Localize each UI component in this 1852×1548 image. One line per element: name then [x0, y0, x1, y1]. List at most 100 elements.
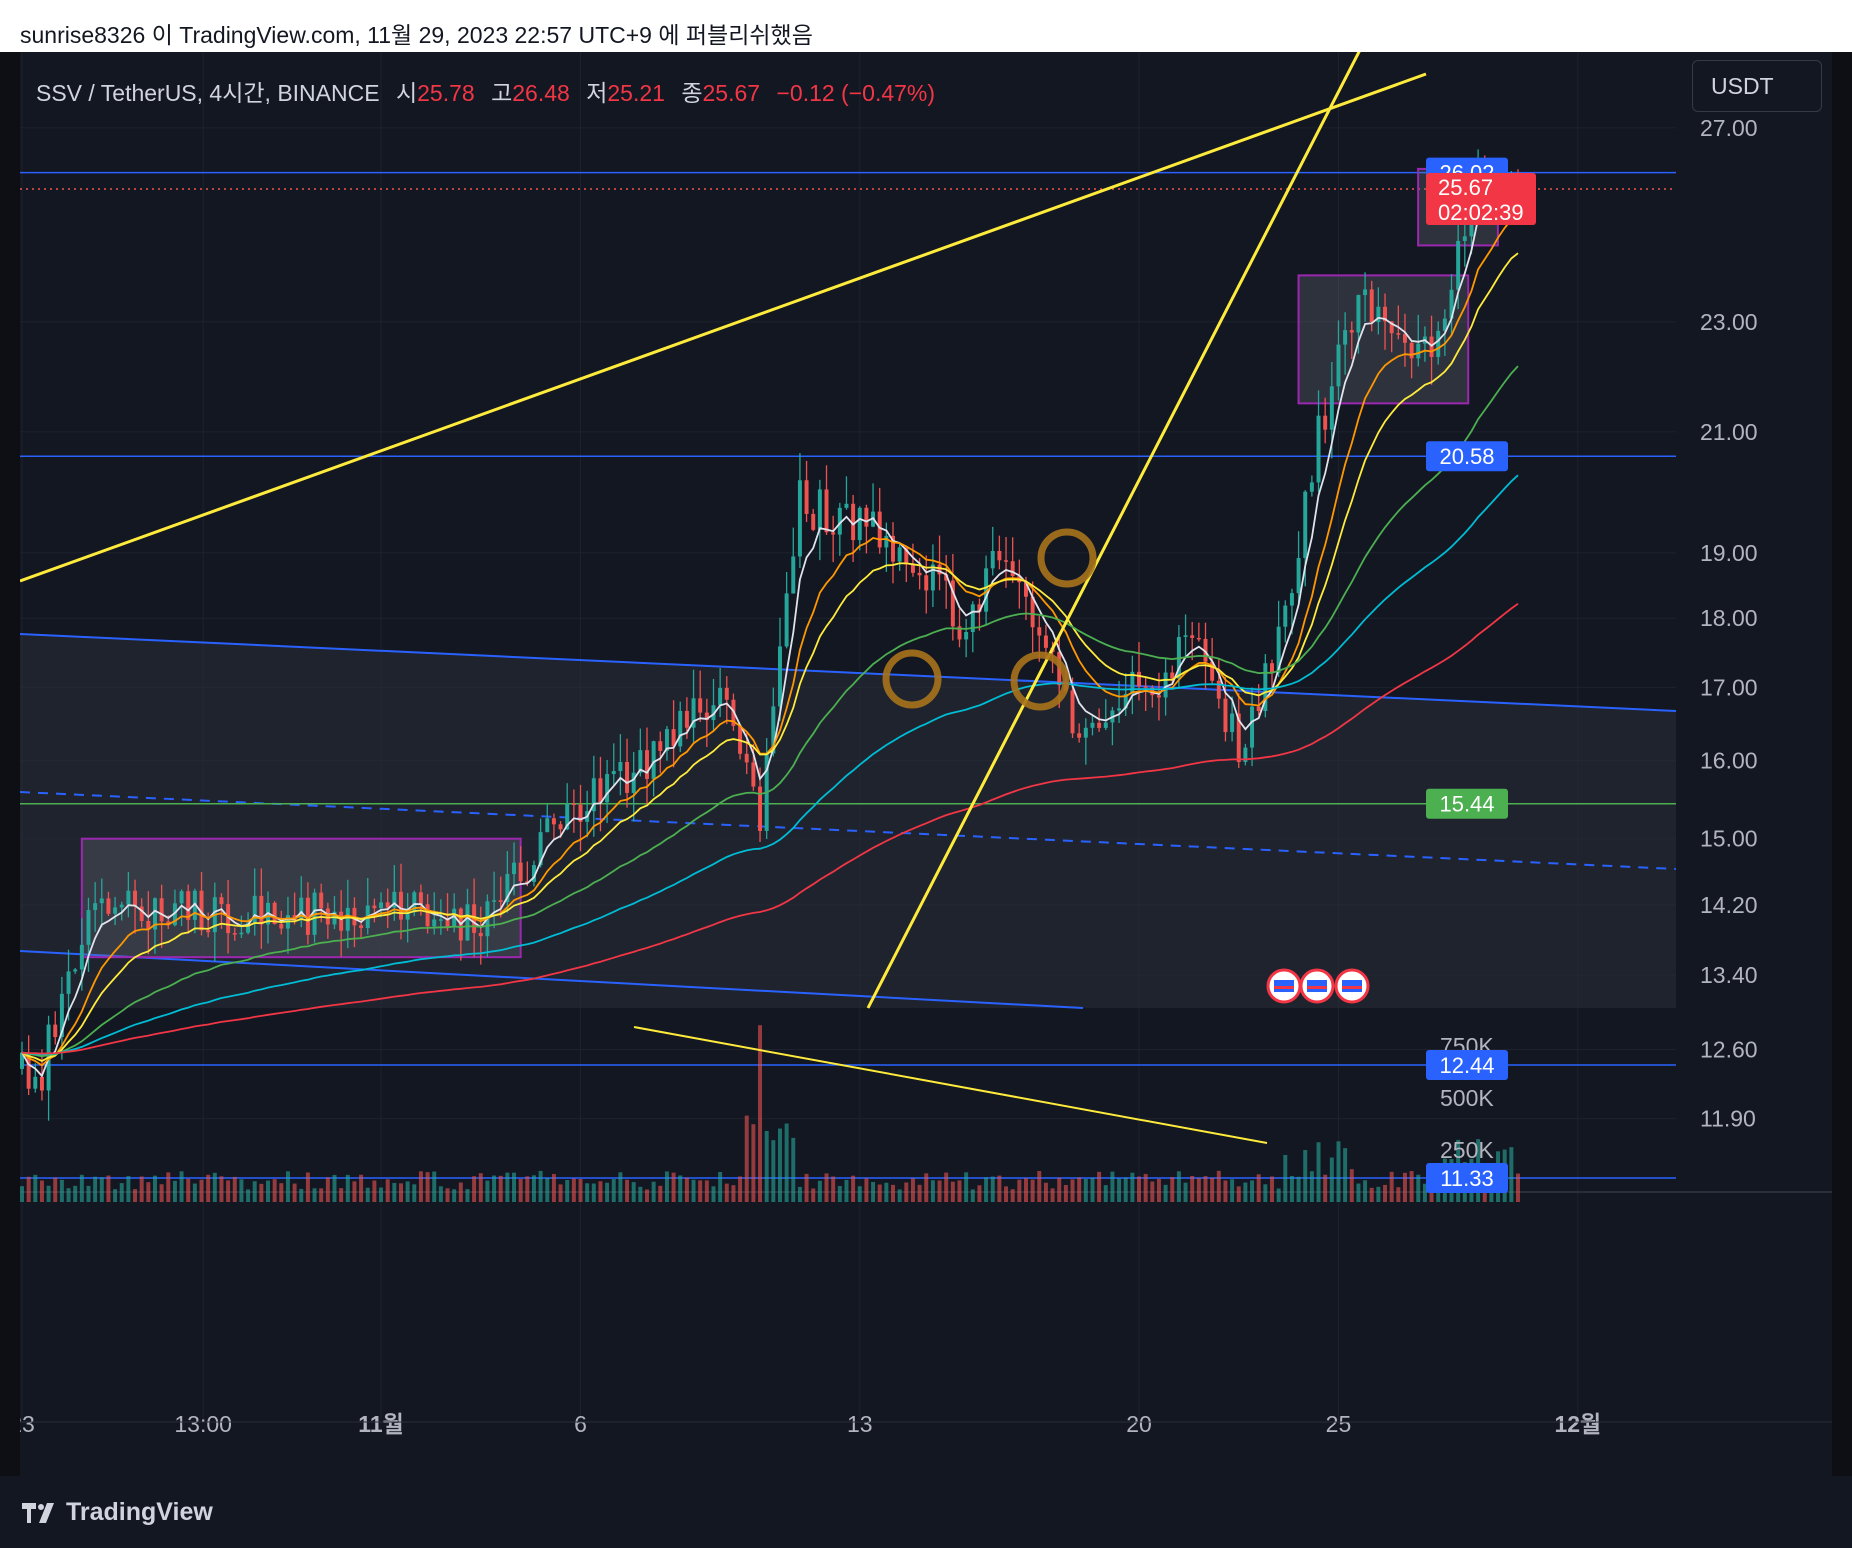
volume-bar [645, 1189, 649, 1202]
price-badge-bg [1426, 1049, 1508, 1080]
volume-bar [804, 1173, 809, 1202]
candle-body [272, 902, 277, 925]
volume-bar [1509, 1147, 1514, 1202]
volume-bar [857, 1186, 862, 1202]
economic-event-flag-icon [1334, 968, 1370, 1004]
candle-body [1097, 722, 1102, 728]
volume-bar [179, 1171, 184, 1202]
candle-body [1296, 558, 1301, 594]
candle-body [1303, 491, 1308, 559]
legend-close-label: 종 [681, 80, 703, 106]
volume-bar [1130, 1172, 1135, 1202]
candle-body [292, 915, 297, 920]
volume-bar [279, 1183, 284, 1202]
candle-body [937, 564, 942, 575]
candle-body [1276, 626, 1281, 673]
candle-body [405, 912, 410, 920]
volume-bar [1077, 1177, 1082, 1202]
resistance-trendline [20, 72, 1427, 583]
candle-body [1256, 706, 1261, 712]
candle-body [392, 891, 397, 908]
candle-body [758, 786, 763, 831]
volume-bar [359, 1174, 364, 1202]
volume-bar [1369, 1187, 1374, 1202]
moving-average-line [21, 216, 1519, 1067]
moving-average-line [21, 602, 1519, 1055]
volume-bar [545, 1177, 550, 1202]
legend-low-label: 저 [586, 80, 608, 106]
candle-body [1123, 693, 1128, 709]
volume-bar [638, 1186, 643, 1202]
candle-body [372, 905, 377, 909]
volume-bar [990, 1176, 995, 1202]
symbol-legend: SSV / TetherUS, 4시간, BINANCE 시25.78 고26.… [36, 74, 935, 108]
volume-bar [1143, 1173, 1148, 1202]
candle-body [751, 762, 756, 787]
channel-upper-line [20, 633, 1677, 712]
candle-body [199, 890, 204, 931]
candle-body [591, 778, 596, 812]
volume-bar [1123, 1177, 1128, 1202]
candle-body [186, 891, 191, 920]
candle-body [1004, 560, 1009, 562]
volume-bar [1183, 1182, 1188, 1202]
volume-bar [671, 1172, 676, 1202]
volume-bar [824, 1173, 829, 1202]
volume-bar [611, 1179, 616, 1202]
volume-bar [146, 1182, 151, 1202]
candle-body [545, 818, 550, 833]
volume-bar [578, 1178, 583, 1202]
volume-bar [199, 1179, 204, 1202]
time-tick-label: 23 [20, 1411, 35, 1437]
candle-body [133, 890, 138, 907]
consolidation-box [1297, 274, 1470, 405]
candle-body [1336, 344, 1341, 387]
volume-bar [704, 1180, 709, 1202]
volume-bar [591, 1183, 596, 1202]
candle-body [1216, 680, 1221, 699]
chart-frame[interactable]: 27.00 23.00 21.00 19.00 18.00 17.00 16.00 15.00… [20, 52, 1832, 1476]
flag-stripe [1274, 986, 1294, 989]
volume-bar [246, 1189, 251, 1202]
volume-bar [904, 1182, 909, 1202]
legend-symbol[interactable]: SSV / TetherUS, 4시간, BINANCE [36, 80, 380, 106]
candle-body [259, 895, 264, 925]
volume-bar [26, 1176, 31, 1202]
candle-body [139, 906, 144, 921]
volume-bar [166, 1172, 171, 1202]
candle-body [1037, 627, 1042, 636]
volume-bar [292, 1183, 297, 1202]
price-tick-label: 27.00 [1700, 115, 1758, 141]
volume-bar [877, 1184, 882, 1202]
volume-bar [944, 1172, 949, 1202]
currency-selector-button[interactable]: USDT [1692, 60, 1822, 112]
candle-body [957, 626, 962, 640]
candle-body [1223, 698, 1228, 733]
time-tick-label: 13:00 [174, 1411, 232, 1437]
candle-body [39, 1076, 44, 1091]
candle-body [1183, 635, 1188, 637]
candle-body [944, 574, 949, 581]
volume-bar [219, 1176, 224, 1202]
candle-body [1196, 637, 1201, 640]
candle-body [279, 924, 284, 929]
footer-bar [0, 1476, 1852, 1548]
highlight-circle [882, 649, 942, 709]
candle-body [1130, 671, 1135, 694]
candle-body [698, 698, 703, 713]
volume-bar [93, 1176, 98, 1202]
candle-body [671, 729, 676, 747]
chart-canvas[interactable]: 27.00 23.00 21.00 19.00 18.00 17.00 16.00 15.00… [20, 52, 1832, 1476]
candle-body [438, 919, 443, 921]
candle-body [20, 1052, 24, 1069]
volume-bar [39, 1180, 44, 1202]
volume-bar [1422, 1183, 1427, 1202]
volume-bar [1050, 1188, 1055, 1202]
footer-logo[interactable]: TradingView [22, 1498, 213, 1527]
candle-body [99, 898, 104, 904]
volume-bar [239, 1179, 244, 1202]
volume-bar [1256, 1174, 1261, 1202]
economic-event-flag-icon [1299, 968, 1335, 1004]
volume-bar [777, 1128, 782, 1202]
volume-bar [1097, 1171, 1102, 1202]
